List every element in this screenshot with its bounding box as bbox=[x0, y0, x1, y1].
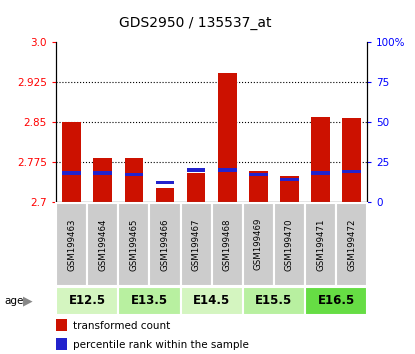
FancyBboxPatch shape bbox=[118, 287, 181, 315]
FancyBboxPatch shape bbox=[243, 202, 274, 286]
Text: GSM199471: GSM199471 bbox=[316, 218, 325, 270]
Bar bbox=[249, 171, 268, 202]
Text: ▶: ▶ bbox=[23, 295, 33, 307]
Bar bbox=[62, 171, 81, 175]
Bar bbox=[56, 338, 67, 350]
FancyBboxPatch shape bbox=[181, 287, 243, 315]
Text: GSM199463: GSM199463 bbox=[67, 218, 76, 270]
FancyBboxPatch shape bbox=[56, 287, 118, 315]
Text: age: age bbox=[4, 296, 24, 306]
FancyBboxPatch shape bbox=[274, 202, 305, 286]
Bar bbox=[56, 319, 67, 331]
Bar bbox=[124, 158, 143, 202]
Text: GSM199466: GSM199466 bbox=[161, 218, 169, 270]
FancyBboxPatch shape bbox=[305, 202, 336, 286]
Bar bbox=[280, 176, 299, 202]
Text: transformed count: transformed count bbox=[73, 321, 171, 331]
FancyBboxPatch shape bbox=[243, 287, 305, 315]
Bar bbox=[156, 188, 174, 202]
Text: E15.5: E15.5 bbox=[255, 295, 293, 307]
FancyBboxPatch shape bbox=[305, 287, 367, 315]
FancyBboxPatch shape bbox=[212, 202, 243, 286]
Text: GSM199467: GSM199467 bbox=[192, 218, 200, 270]
Bar bbox=[187, 173, 205, 202]
Text: GDS2950 / 135537_at: GDS2950 / 135537_at bbox=[119, 16, 271, 30]
Text: E12.5: E12.5 bbox=[68, 295, 106, 307]
Text: percentile rank within the sample: percentile rank within the sample bbox=[73, 340, 249, 350]
Text: E16.5: E16.5 bbox=[317, 295, 355, 307]
Bar bbox=[311, 117, 330, 202]
Text: GSM199468: GSM199468 bbox=[223, 218, 232, 270]
Bar bbox=[342, 170, 361, 173]
Text: GSM199465: GSM199465 bbox=[129, 218, 138, 270]
Bar bbox=[124, 173, 143, 176]
Bar bbox=[93, 171, 112, 175]
Bar bbox=[249, 173, 268, 176]
Bar bbox=[156, 181, 174, 184]
FancyBboxPatch shape bbox=[149, 202, 181, 286]
Text: GSM199470: GSM199470 bbox=[285, 218, 294, 270]
FancyBboxPatch shape bbox=[336, 202, 367, 286]
FancyBboxPatch shape bbox=[87, 202, 118, 286]
Bar bbox=[218, 168, 237, 172]
Bar bbox=[187, 168, 205, 172]
Bar bbox=[342, 118, 361, 202]
FancyBboxPatch shape bbox=[118, 202, 149, 286]
Text: GSM199464: GSM199464 bbox=[98, 218, 107, 270]
FancyBboxPatch shape bbox=[181, 202, 212, 286]
Bar bbox=[280, 178, 299, 181]
Bar bbox=[93, 158, 112, 202]
Text: E14.5: E14.5 bbox=[193, 295, 230, 307]
Bar bbox=[62, 122, 81, 202]
FancyBboxPatch shape bbox=[56, 202, 87, 286]
Text: GSM199469: GSM199469 bbox=[254, 218, 263, 270]
Bar bbox=[311, 171, 330, 175]
Text: GSM199472: GSM199472 bbox=[347, 218, 356, 270]
Bar bbox=[218, 73, 237, 202]
Text: E13.5: E13.5 bbox=[131, 295, 168, 307]
